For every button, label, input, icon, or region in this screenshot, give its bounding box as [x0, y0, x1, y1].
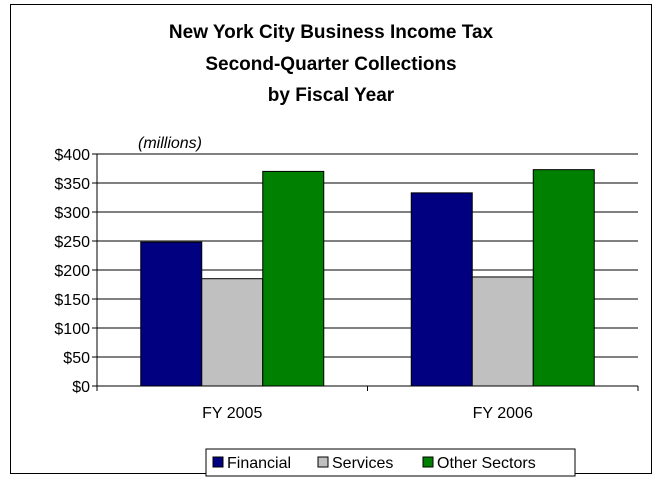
- legend-swatch: [317, 456, 329, 468]
- y-tick-label: $200: [54, 263, 90, 280]
- units-label: (millions): [138, 135, 202, 152]
- legend-label: Other Sectors: [437, 455, 536, 472]
- chart-title-line-3: by Fiscal Year: [268, 85, 395, 106]
- legend-swatch: [212, 456, 224, 468]
- y-tick-label: $100: [54, 321, 90, 338]
- y-tick-label: $0: [72, 379, 90, 396]
- y-tick-label: $250: [54, 234, 90, 251]
- bar-services-fy-2005: [201, 278, 264, 387]
- y-tick-label: $400: [54, 147, 90, 164]
- legend-label: Financial: [227, 455, 291, 472]
- legend-box: [205, 448, 576, 477]
- y-tick-label: $300: [54, 205, 90, 222]
- legend-label: Services: [332, 455, 393, 472]
- chart-title-line-1: New York City Business Income Tax: [169, 22, 494, 43]
- bar-financial-fy-2006: [410, 192, 473, 387]
- x-category-label: FY 2006: [473, 405, 533, 422]
- y-tick-label: $50: [63, 350, 90, 367]
- x-category-label: FY 2005: [202, 405, 262, 422]
- y-tick-label: $350: [54, 176, 90, 193]
- bar-financial-fy-2005: [140, 241, 203, 387]
- legend-swatch: [422, 456, 434, 468]
- bar-other-sectors-fy-2006: [532, 169, 595, 387]
- chart-title-line-2: Second-Quarter Collections: [205, 54, 456, 75]
- bar-services-fy-2006: [471, 276, 534, 387]
- y-tick-label: $150: [54, 292, 90, 309]
- legend: Financial Services Other Sectors: [205, 448, 576, 477]
- axes: $0 $50 $100 $150 $200 $250 $300 $350 $400 FY 2005…: [54, 147, 639, 422]
- bar-other-sectors-fy-2005: [262, 170, 325, 387]
- bars: [140, 169, 595, 387]
